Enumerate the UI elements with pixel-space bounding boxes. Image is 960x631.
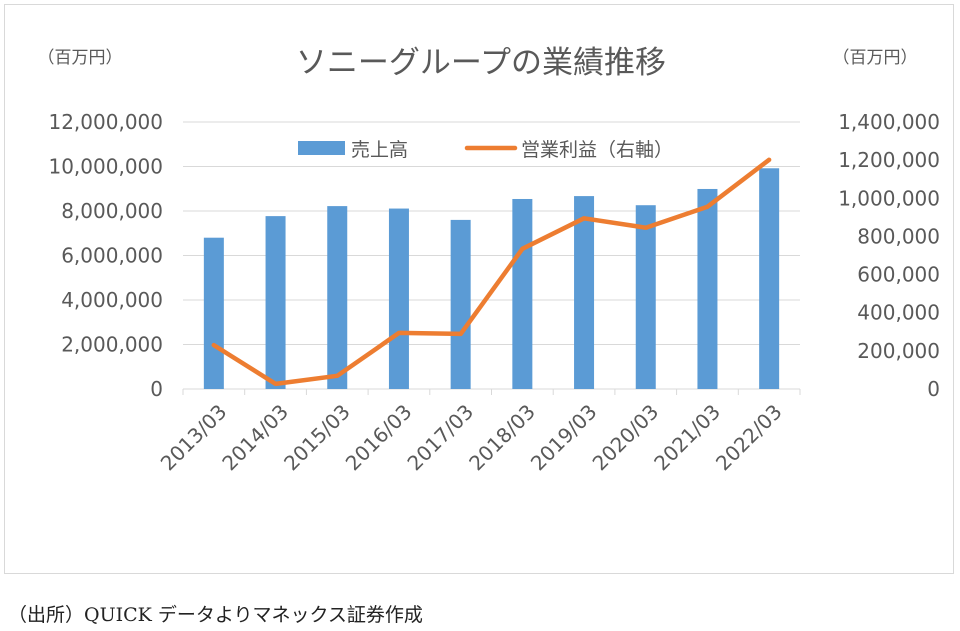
bar <box>265 216 286 389</box>
right-axis-tick-label: 0 <box>927 377 940 401</box>
legend-swatch-bar <box>298 141 345 155</box>
bar <box>574 196 595 389</box>
bar <box>759 168 780 389</box>
right-axis-tick-label: 1,400,000 <box>838 110 940 134</box>
chart-canvas: 0 2,000,000 4,000,000 6,000,000 8,000,000 10,… <box>38 45 941 476</box>
left-axis-tick-label: 6,000,000 <box>61 244 163 268</box>
source-note: （出所）QUICK データよりマネックス証券作成 <box>8 604 423 626</box>
left-axis-unit: （百万円） <box>38 48 123 68</box>
bar <box>512 198 533 389</box>
bar <box>697 188 718 389</box>
operating-profit-line <box>211 157 772 387</box>
left-axis-tick-label: 4,000,000 <box>61 288 163 312</box>
x-axis-tick-label: 2013/03 <box>156 400 232 476</box>
right-axis-tick-label: 600,000 <box>857 263 940 287</box>
x-axis-tick-label: 2020/03 <box>588 400 664 476</box>
bar <box>203 237 224 389</box>
chart-title: ソニーグループの業績推移 <box>296 45 666 81</box>
bar <box>635 205 656 389</box>
chart-frame: 0 2,000,000 4,000,000 6,000,000 8,000,000 10,… <box>4 4 954 574</box>
x-axis-tick-label: 2015/03 <box>279 400 355 476</box>
right-axis-unit: （百万円） <box>833 48 918 68</box>
left-axis-tick-label: 2,000,000 <box>61 333 163 357</box>
x-axis-tick-label: 2014/03 <box>217 400 293 476</box>
x-axis-tick-label: 2017/03 <box>402 400 478 476</box>
x-axis-tick-label: 2016/03 <box>341 400 417 476</box>
right-axis-tick-label: 1,000,000 <box>838 186 940 210</box>
right-axis-tick-label: 200,000 <box>857 339 940 363</box>
right-axis-tick-label: 1,200,000 <box>838 148 940 172</box>
right-axis-tick-label: 800,000 <box>857 224 940 248</box>
bar <box>450 219 471 389</box>
left-axis-tick-label: 10,000,000 <box>48 155 163 179</box>
bar <box>327 206 348 389</box>
x-axis-tick-label: 2021/03 <box>649 400 725 476</box>
right-axis-tick-label: 400,000 <box>857 301 940 325</box>
x-axis-tick-label: 2018/03 <box>464 400 540 476</box>
legend-label-line: 営業利益（右軸） <box>521 139 673 161</box>
left-axis-tick-label: 0 <box>150 377 163 401</box>
left-axis-tick-label: 12,000,000 <box>48 110 163 134</box>
legend-label-bar: 売上高 <box>351 139 408 161</box>
x-axis-tick-label: 2022/03 <box>711 400 787 476</box>
x-axis-tick-label: 2019/03 <box>526 400 602 476</box>
left-axis-tick-label: 8,000,000 <box>61 199 163 223</box>
legend: 売上高 営業利益（右軸） <box>298 139 673 161</box>
bar <box>388 208 409 389</box>
